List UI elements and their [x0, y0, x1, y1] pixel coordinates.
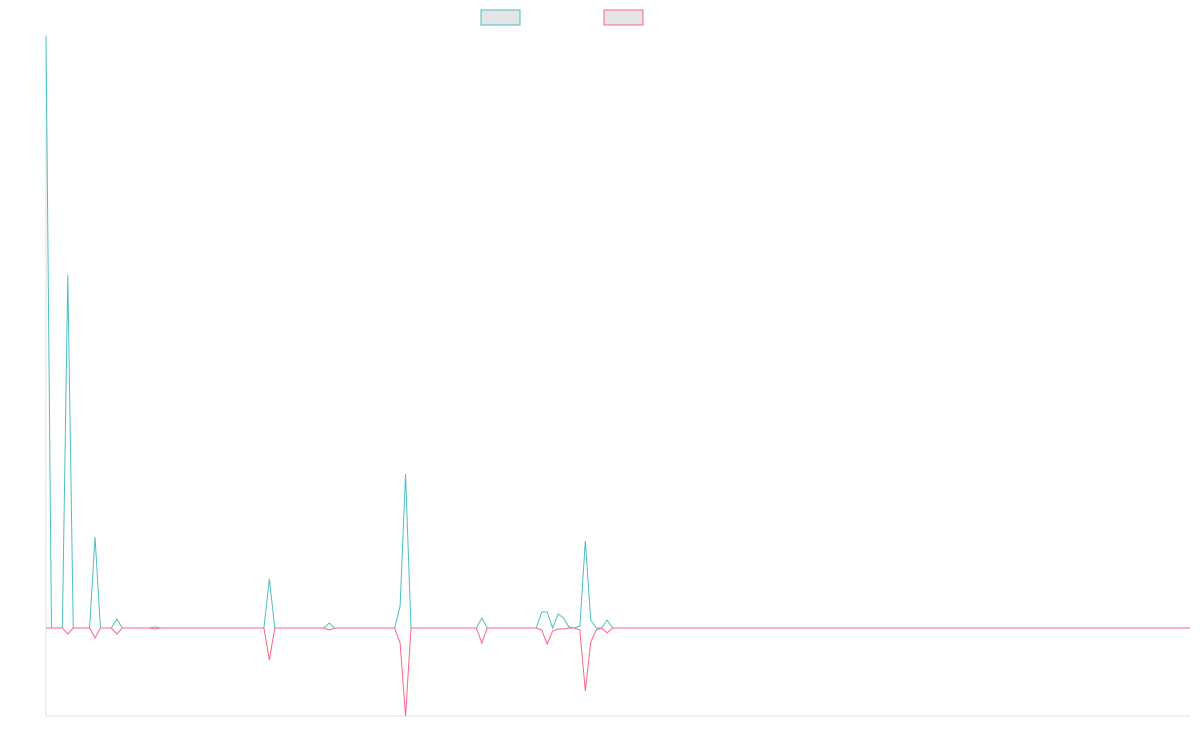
- data-line: [45, 35, 1190, 630]
- legend-swatch: [480, 9, 521, 26]
- data-line: [46, 627, 1190, 717]
- legend-swatch: [603, 9, 644, 26]
